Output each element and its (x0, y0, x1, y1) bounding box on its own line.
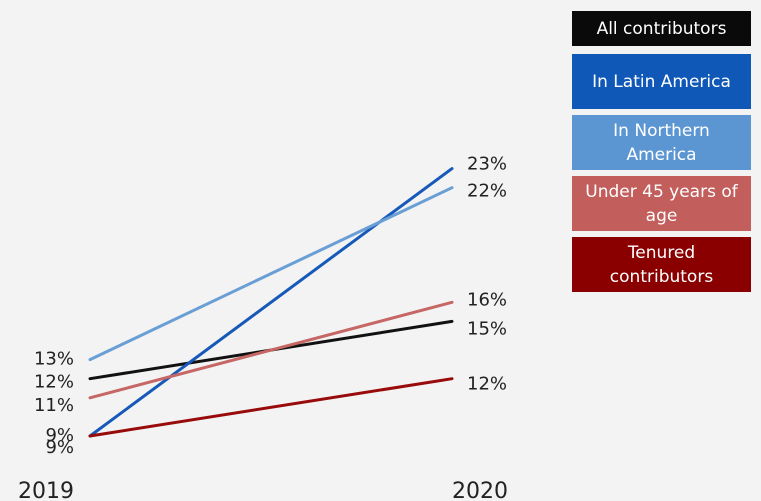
legend-item-all-contributors: All contributors (572, 11, 751, 46)
legend-label: Under 45 years of age (578, 180, 745, 228)
x-tick-2020: 2020 (452, 479, 508, 501)
series-line-in-northern-america (90, 188, 452, 360)
series-lines (90, 169, 452, 436)
legend-item-tenured: Tenured contributors (572, 237, 751, 292)
value-label-2020-all-contributors: 15% (467, 318, 507, 339)
value-label-2020-under-45-years-of-age: 16% (467, 289, 507, 310)
series-line-under-45-years-of-age (90, 302, 452, 398)
legend-item-latin-america: In Latin America (572, 54, 751, 109)
value-label-2020-in-latin-america: 23% (467, 154, 507, 175)
legend-label: All contributors (597, 17, 727, 41)
value-label-2019-all-contributors: 12% (34, 372, 74, 393)
value-label-2019-in-northern-america: 13% (34, 349, 74, 370)
legend-label: In Latin America (592, 70, 731, 94)
value-label-2019-under-45-years-of-age: 11% (34, 395, 74, 416)
series-line-tenured-contributors (90, 379, 452, 436)
legend: All contributors In Latin America In Nor… (572, 11, 751, 292)
legend-label: Tenured contributors (578, 241, 745, 289)
legend-label: In Northern America (578, 119, 745, 167)
value-label-2020-tenured-contributors: 12% (467, 374, 507, 395)
series-line-in-latin-america (90, 169, 452, 436)
value-label-2019-tenured-contributors: 9% (45, 437, 74, 458)
legend-item-under-45: Under 45 years of age (572, 176, 751, 231)
legend-item-northern-america: In Northern America (572, 115, 751, 170)
value-label-2020-in-northern-america: 22% (467, 181, 507, 202)
x-tick-2019: 2019 (18, 479, 74, 501)
